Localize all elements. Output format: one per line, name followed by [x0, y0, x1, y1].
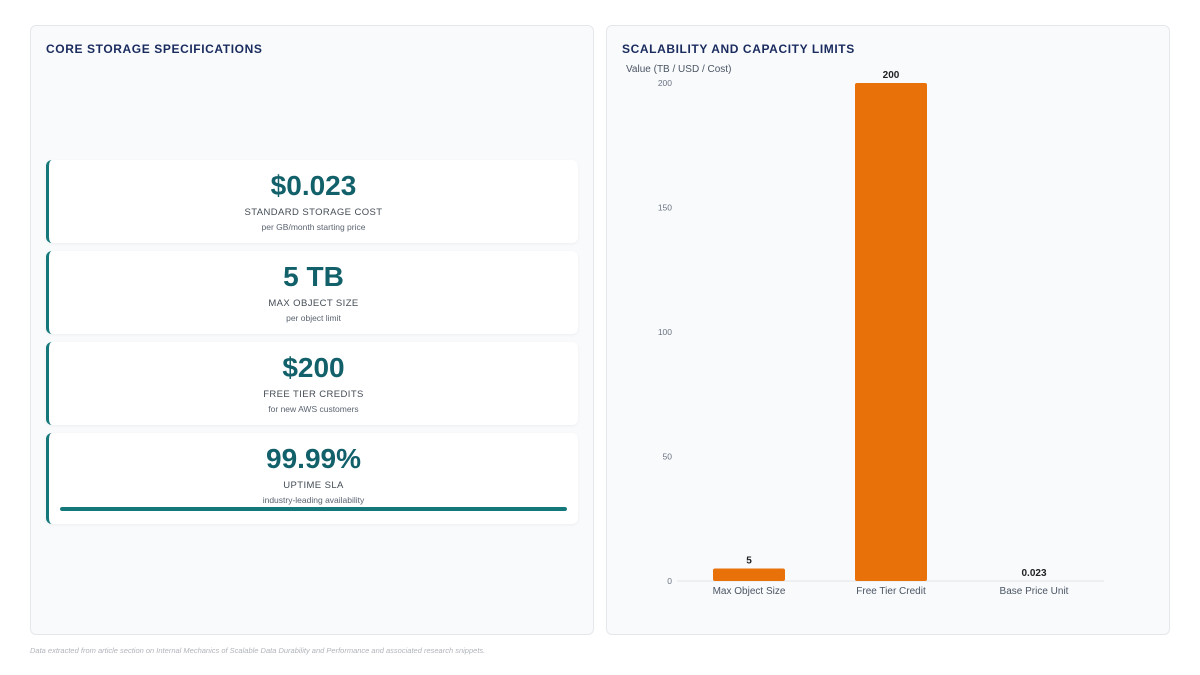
spec-card-value: 5 TB: [283, 261, 344, 292]
bar-max-object-size: [713, 568, 785, 581]
spec-card-storage-cost: $0.023 STANDARD STORAGE COST per GB/mont…: [46, 160, 578, 243]
spec-card-value: $0.023: [270, 170, 357, 201]
y-axis-label: Value (TB / USD / Cost): [626, 64, 731, 75]
core-specs-panel: CORE STORAGE SPECIFICATIONS $0.023 STAND…: [30, 25, 594, 635]
spec-card-subtext: industry-leading availability: [262, 495, 365, 505]
spec-card-value: 99.99%: [266, 443, 361, 474]
spec-card-label: UPTIME SLA: [283, 480, 344, 491]
spec-card-label: STANDARD STORAGE COST: [244, 207, 383, 218]
spec-card-subtext: per object limit: [286, 313, 341, 323]
y-tick-label: 150: [658, 203, 672, 213]
spec-card-free-tier: $200 FREE TIER CREDITS for new AWS custo…: [46, 342, 578, 425]
spec-card-subtext: for new AWS customers: [268, 404, 359, 414]
capacity-bar-chart: Value (TB / USD / Cost) 0 50 100 150 200 5 20…: [626, 64, 1104, 597]
y-tick-label: 0: [667, 576, 672, 586]
spec-card-value: $200: [282, 352, 345, 383]
uptime-progress-fill: [60, 507, 567, 511]
x-tick-label: Max Object Size: [713, 586, 786, 597]
y-tick-label: 50: [663, 452, 673, 462]
y-tick-label: 200: [658, 78, 672, 88]
bar-data-label: 5: [746, 556, 752, 567]
x-tick-label: Base Price Unit: [1000, 586, 1069, 597]
capacity-limits-title: SCALABILITY AND CAPACITY LIMITS: [622, 42, 855, 56]
bar-data-label: 0.023: [1021, 568, 1046, 579]
uptime-progress-bar: [60, 507, 567, 511]
spec-card-uptime-sla: 99.99% UPTIME SLA industry-leading avail…: [46, 433, 578, 524]
bar-free-tier-credit: [855, 83, 927, 581]
spec-card-max-object-size: 5 TB MAX OBJECT SIZE per object limit: [46, 251, 578, 334]
x-tick-label: Free Tier Credit: [856, 586, 926, 597]
spec-card-subtext: per GB/month starting price: [261, 222, 366, 232]
spec-card-label: MAX OBJECT SIZE: [268, 298, 359, 309]
core-specs-title: CORE STORAGE SPECIFICATIONS: [46, 42, 263, 56]
bar-data-label: 200: [883, 70, 900, 81]
source-footnote: Data extracted from article section on I…: [30, 646, 486, 655]
spec-card-label: FREE TIER CREDITS: [263, 389, 364, 400]
y-tick-label: 100: [658, 327, 672, 337]
capacity-limits-panel: SCALABILITY AND CAPACITY LIMITS Value (T…: [606, 25, 1170, 635]
